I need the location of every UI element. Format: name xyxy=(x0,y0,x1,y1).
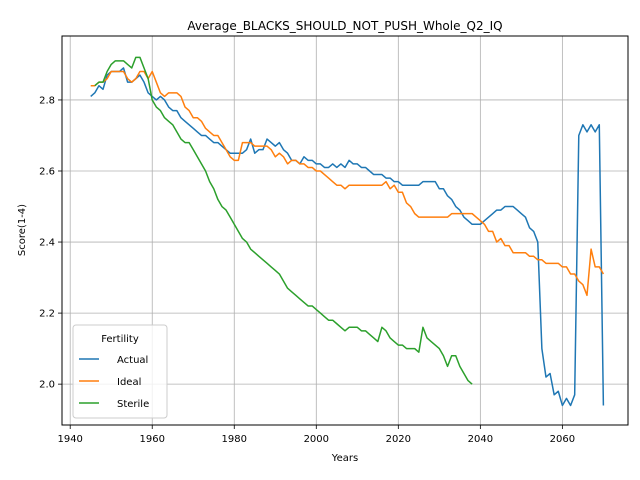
series-line-actual xyxy=(90,67,605,407)
x-tick-label: 2020 xyxy=(386,434,411,445)
series-lines xyxy=(90,56,605,407)
x-tick-label: 2000 xyxy=(304,434,329,445)
x-tick-label: 2060 xyxy=(550,434,575,445)
plot-area-frame xyxy=(61,35,629,426)
series-line-ideal xyxy=(90,70,605,297)
x-tick-label: 1960 xyxy=(140,434,165,445)
axes: 1940 1960 1980 2000 2020 2040 2060 2.0 2.2 2.4 2.6… xyxy=(39,95,575,445)
y-tick-label: 2.2 xyxy=(39,309,55,320)
legend-title: Fertility xyxy=(101,334,139,345)
chart-title: Average_BLACKS_SHOULD_NOT_PUSH_Whole_Q2_… xyxy=(187,19,502,33)
y-tick-label: 2.0 xyxy=(39,380,55,391)
legend: Fertility Actual Ideal Sterile xyxy=(72,324,168,419)
y-tick-label: 2.4 xyxy=(39,238,55,249)
x-tick-label: 1940 xyxy=(57,434,82,445)
legend-box xyxy=(72,324,168,419)
series-line-sterile xyxy=(94,56,473,385)
y-axis-label: Score(1-4) xyxy=(17,204,28,256)
legend-label-sterile: Sterile xyxy=(117,399,149,410)
y-tick-label: 2.8 xyxy=(39,95,55,106)
x-tick-label: 2040 xyxy=(468,434,493,445)
x-tick-label: 1980 xyxy=(222,434,247,445)
legend-label-ideal: Ideal xyxy=(117,377,141,388)
legend-label-actual: Actual xyxy=(117,355,148,366)
x-axis-label: Years xyxy=(331,453,358,464)
y-tick-label: 2.6 xyxy=(39,166,55,177)
